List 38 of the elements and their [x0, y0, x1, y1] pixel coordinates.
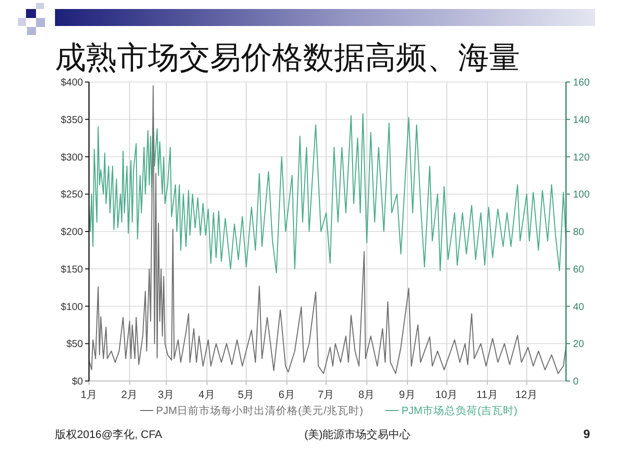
y-tick-label: $50	[66, 339, 84, 350]
y-tick-label: $250	[60, 190, 84, 201]
y2-tick-label: 120	[573, 152, 590, 164]
line-series	[88, 113, 566, 274]
y-tick-label: $100	[60, 302, 84, 313]
x-tick-label: 6月	[278, 389, 296, 401]
y2-tick-label: 100	[573, 190, 590, 201]
x-tick-label: 7月	[318, 389, 335, 401]
x-tick-label: 11月	[476, 389, 498, 401]
text: (美)能源市场交易中心	[304, 428, 411, 441]
y2-tick-label: 80	[573, 227, 585, 238]
y-tick-label: $400	[60, 78, 84, 88]
y-tick-label: $150	[60, 264, 84, 276]
chart-title: 成熟市场交易价格数据高频、海量	[55, 40, 520, 75]
x-tick-label: 2月	[121, 389, 138, 401]
y-tick-label: $350	[60, 114, 84, 126]
y2-tick-label: 40	[573, 302, 585, 313]
y2-tick-label: 20	[573, 339, 585, 350]
y-tick-label: $200	[60, 227, 84, 238]
line-series	[88, 85, 566, 374]
y2-tick-label: 0	[573, 376, 579, 388]
x-tick-label: 5月	[238, 389, 255, 401]
x-tick-label: 8月	[358, 389, 376, 401]
x-tick-label: 3月	[158, 389, 175, 401]
x-tick-label: 1月	[80, 389, 98, 401]
y-tick-label: $300	[60, 152, 84, 164]
text: 9	[583, 427, 590, 441]
y2-tick-label: 140	[573, 114, 590, 126]
y2-tick-label: 60	[573, 264, 585, 276]
text: 版权2016@李化, CFA	[55, 428, 163, 441]
y2-tick-label: 160	[573, 78, 590, 88]
x-tick-label: 9月	[399, 389, 416, 401]
x-tick-label: 4月	[198, 389, 216, 401]
legend-label: PJM市场总负荷(吉瓦时)	[401, 404, 518, 417]
x-tick-label: 10月	[435, 389, 458, 401]
legend-label: PJM日前市场每小时出清价格(美元/兆瓦时)	[156, 404, 364, 417]
y-tick-label: $0	[72, 376, 84, 388]
x-tick-label: 12月	[515, 389, 538, 401]
